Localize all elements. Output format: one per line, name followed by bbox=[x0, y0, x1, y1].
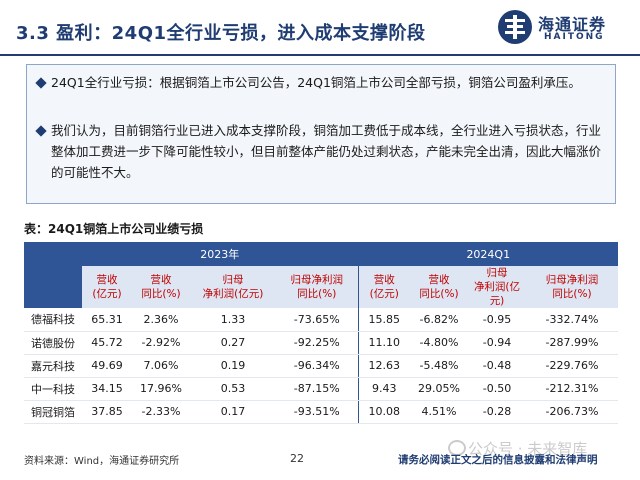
wechat-icon bbox=[448, 440, 466, 456]
table-row: 嘉元科技 49.69 7.06% 0.19 -96.34% 12.63 -5.4… bbox=[24, 354, 619, 378]
table-cell: 29.05% bbox=[410, 377, 468, 401]
column-header-row: 营收 (亿元) 营收 同比(%) 归母 净利润(亿元) 归母净利润 同比(%) … bbox=[24, 266, 619, 308]
table-cell: 4.51% bbox=[410, 400, 468, 424]
table-cell: -93.51% bbox=[276, 400, 358, 424]
table-cell: 12.63 bbox=[357, 354, 410, 378]
table-cell: 49.69 bbox=[82, 354, 132, 378]
column-header: 营收 同比(%) bbox=[410, 266, 468, 308]
company-name: 中一科技 bbox=[24, 377, 82, 401]
table-cell: 9.43 bbox=[357, 377, 410, 401]
year-group-2023: 2023年 bbox=[82, 242, 358, 266]
company-name: 诺德股份 bbox=[24, 331, 82, 355]
logo-english-text: HAITONG bbox=[544, 32, 605, 42]
bullet-text: 我们认为，目前铜箔行业已进入成本支撑阶段，铜箔加工费低于成本线，全行业进入亏损状… bbox=[51, 123, 602, 180]
table-cell: 10.08 bbox=[357, 400, 410, 424]
year-header-row: 2023年 2024Q1 bbox=[24, 242, 619, 266]
table-cell: -0.94 bbox=[468, 331, 526, 355]
table-cell: 34.15 bbox=[82, 377, 132, 401]
haitong-logo-icon bbox=[498, 10, 532, 44]
company-name: 嘉元科技 bbox=[24, 354, 82, 378]
table-cell: 15.85 bbox=[357, 308, 410, 332]
table-cell: 65.31 bbox=[82, 308, 132, 332]
column-header: 归母净利润 同比(%) bbox=[526, 266, 619, 308]
table-cell: -5.48% bbox=[410, 354, 468, 378]
table-cell: 17.96% bbox=[132, 377, 190, 401]
table-cell: -92.25% bbox=[276, 331, 358, 355]
corner-cell bbox=[24, 266, 82, 308]
summary-bullet: 我们认为，目前铜箔行业已进入成本支撑阶段，铜箔加工费低于成本线，全行业进入亏损状… bbox=[35, 120, 611, 183]
watermark: 公众号 · 未来智库 bbox=[468, 440, 588, 458]
table-cell: -0.50 bbox=[468, 377, 526, 401]
table-cell: -87.15% bbox=[276, 377, 358, 401]
column-header: 归母净利润 同比(%) bbox=[276, 266, 358, 308]
disclaimer: 请务必阅读正文之后的信息披露和法律声明 bbox=[398, 454, 598, 466]
earnings-table: 2023年 2024Q1 营收 (亿元) 营收 同比(%) 归母 净利润(亿元)… bbox=[24, 242, 619, 424]
table-cell: -73.65% bbox=[276, 308, 358, 332]
table-cell: -2.33% bbox=[132, 400, 190, 424]
haitong-logo: 海通证券 HAITONG bbox=[498, 10, 628, 46]
table-cell: 1.33 bbox=[190, 308, 276, 332]
table-cell: -96.34% bbox=[276, 354, 358, 378]
table-cell: -4.80% bbox=[410, 331, 468, 355]
table-cell: -332.74% bbox=[526, 308, 619, 332]
table-cell: 7.06% bbox=[132, 354, 190, 378]
table-cell: 11.10 bbox=[357, 331, 410, 355]
column-header: 营收 (亿元) bbox=[82, 266, 132, 308]
table-cell: 0.27 bbox=[190, 331, 276, 355]
corner-cell bbox=[24, 242, 82, 266]
summary-box: 24Q1全行业亏损：根据铜箔上市公司公告，24Q1铜箔上市公司全部亏损，铜箔公司… bbox=[26, 64, 616, 204]
table-cell: -0.95 bbox=[468, 308, 526, 332]
page-number: 22 bbox=[290, 452, 304, 465]
table-cell: -287.99% bbox=[526, 331, 619, 355]
year-group-2024q1: 2024Q1 bbox=[357, 242, 619, 266]
table-cell: -0.48 bbox=[468, 354, 526, 378]
column-header: 营收 同比(%) bbox=[132, 266, 190, 308]
company-name: 德福科技 bbox=[24, 308, 82, 332]
bullet-text: 24Q1全行业亏损：根据铜箔上市公司公告，24Q1铜箔上市公司全部亏损，铜箔公司… bbox=[51, 75, 581, 90]
table-cell: 2.36% bbox=[132, 308, 190, 332]
table-cell: -212.31% bbox=[526, 377, 619, 401]
logo-chinese-text: 海通证券 bbox=[538, 15, 607, 34]
table-cell: -6.82% bbox=[410, 308, 468, 332]
table-row: 铜冠铜箔 37.85 -2.33% 0.17 -93.51% 10.08 4.5… bbox=[24, 400, 619, 424]
table-cell: -0.28 bbox=[468, 400, 526, 424]
table-row: 诺德股份 45.72 -2.92% 0.27 -92.25% 11.10 -4.… bbox=[24, 331, 619, 355]
slide-title: 3.3 盈利：24Q1全行业亏损，进入成本支撑阶段 bbox=[16, 23, 426, 44]
table-row: 中一科技 34.15 17.96% 0.53 -87.15% 9.43 29.0… bbox=[24, 377, 619, 401]
table-cell: 0.53 bbox=[190, 377, 276, 401]
summary-bullet: 24Q1全行业亏损：根据铜箔上市公司公告，24Q1铜箔上市公司全部亏损，铜箔公司… bbox=[35, 72, 611, 93]
table-cell: -229.76% bbox=[526, 354, 619, 378]
header-divider bbox=[0, 54, 640, 56]
table-row: 德福科技 65.31 2.36% 1.33 -73.65% 15.85 -6.8… bbox=[24, 308, 619, 332]
table-cell: -2.92% bbox=[132, 331, 190, 355]
column-header: 归母 净利润(亿元) bbox=[190, 266, 276, 308]
table-cell: 37.85 bbox=[82, 400, 132, 424]
table-caption: 表：24Q1铜箔上市公司业绩亏损 bbox=[24, 222, 204, 236]
slide-header: 3.3 盈利：24Q1全行业亏损，进入成本支撑阶段 海通证券 HAITONG bbox=[0, 0, 640, 52]
column-header: 营收 (亿元) bbox=[357, 266, 410, 308]
table-cell: 0.19 bbox=[190, 354, 276, 378]
table-cell: 45.72 bbox=[82, 331, 132, 355]
column-header: 归母 净利润(亿元) bbox=[468, 266, 526, 308]
source-note: 资料来源：Wind，海通证券研究所 bbox=[24, 456, 180, 467]
table-cell: 0.17 bbox=[190, 400, 276, 424]
company-name: 铜冠铜箔 bbox=[24, 400, 82, 424]
table-cell: -206.73% bbox=[526, 400, 619, 424]
